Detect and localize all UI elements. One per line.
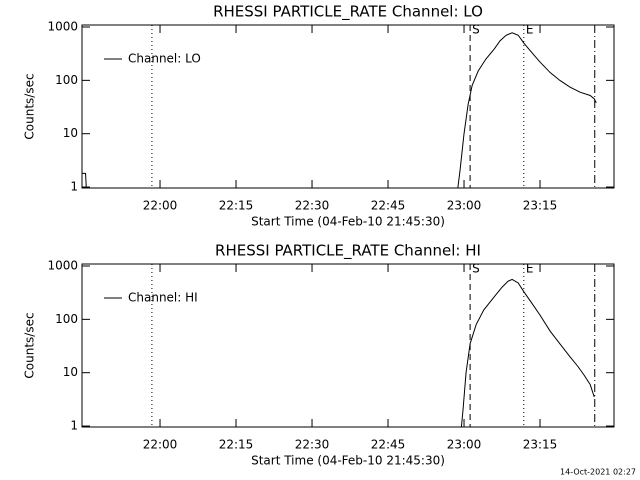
x-tick-label: 22:30: [295, 438, 330, 452]
plot-frame: [81, 24, 615, 189]
y-tick-label: 10: [63, 365, 78, 379]
y-tick-label: 10: [63, 126, 78, 140]
x-tick-label: 23:15: [523, 199, 558, 213]
legend-label: Channel: LO: [128, 52, 201, 66]
chart-title: RHESSI PARTICLE_RATE Channel: LO: [213, 3, 483, 22]
x-tick-label: 23:00: [447, 199, 482, 213]
y-tick-label: 1000: [47, 258, 78, 272]
x-axis-label: Start Time (04-Feb-10 21:45:30): [251, 454, 445, 468]
x-tick-label: 22:00: [143, 438, 178, 452]
x-tick-label: 22:00: [143, 199, 178, 213]
timestamp: 14-Oct-2021 02:27: [560, 468, 636, 477]
y-tick-label: 1: [70, 419, 78, 433]
marker-label: E: [526, 23, 534, 37]
chart-title: RHESSI PARTICLE_RATE Channel: HI: [215, 242, 481, 261]
data-line: [82, 32, 597, 188]
x-tick-label: 22:15: [219, 438, 254, 452]
x-tick-label: 22:45: [371, 438, 406, 452]
x-tick-label: 22:45: [371, 199, 406, 213]
x-tick-label: 23:00: [447, 438, 482, 452]
data-line: [460, 278, 595, 427]
x-tick-label: 22:30: [295, 199, 330, 213]
plot-frame: [81, 263, 615, 428]
y-tick-label: 1: [70, 180, 78, 194]
y-axis-label: Counts/sec: [23, 312, 37, 378]
x-axis-label: Start Time (04-Feb-10 21:45:30): [251, 215, 445, 229]
y-tick-label: 100: [55, 312, 78, 326]
marker-label: S: [472, 23, 480, 37]
x-tick-label: 22:15: [219, 199, 254, 213]
y-tick-label: 1000: [47, 19, 78, 33]
y-tick-label: 100: [55, 73, 78, 87]
x-tick-label: 23:15: [523, 438, 558, 452]
y-axis-label: Counts/sec: [23, 73, 37, 139]
marker-label: E: [526, 262, 534, 276]
marker-label: S: [472, 262, 480, 276]
legend-label: Channel: HI: [128, 291, 198, 305]
